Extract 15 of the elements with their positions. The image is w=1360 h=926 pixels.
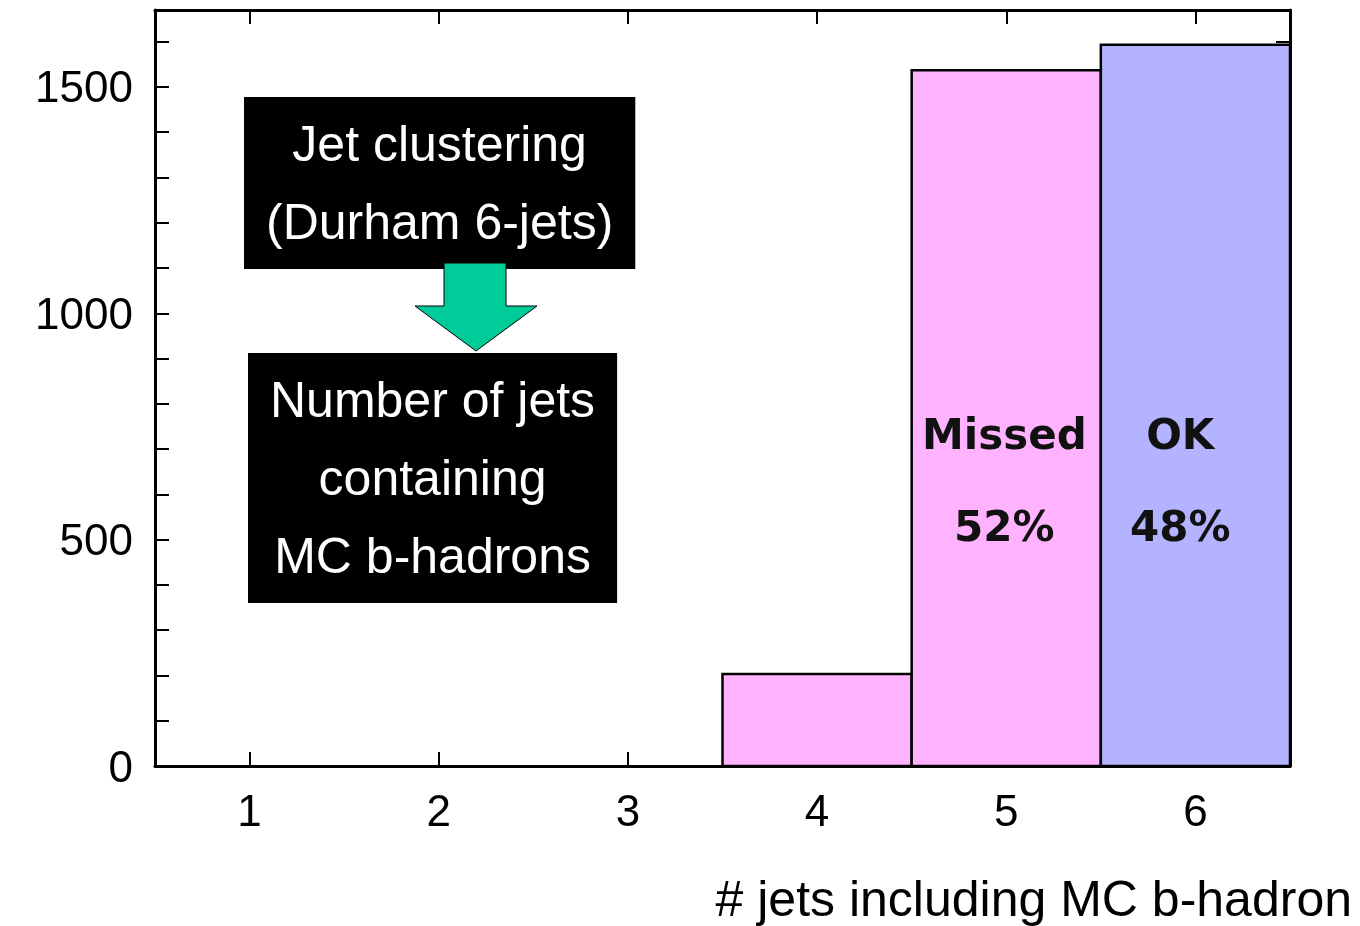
annotation: Number of jets containing MC b-hadrons bbox=[270, 372, 596, 584]
x-tick-label: 6 bbox=[1183, 785, 1208, 835]
y-tick-label: 1000 bbox=[35, 288, 133, 338]
annotation: Jet clustering (Durham 6-jets) bbox=[266, 116, 614, 250]
x-tick-label: 2 bbox=[426, 785, 451, 835]
x-axis-title: # jets including MC b-hadron bbox=[715, 871, 1352, 926]
y-tick-label: 1500 bbox=[35, 62, 133, 112]
annotation: Missed 52% bbox=[921, 409, 1087, 551]
y-tick-label: 500 bbox=[59, 515, 133, 565]
x-tick-label: 3 bbox=[615, 785, 641, 835]
x-tick-label: 4 bbox=[804, 785, 830, 835]
x-tick-label: 1 bbox=[237, 785, 262, 835]
annotation: OK 48% bbox=[1130, 409, 1231, 551]
x-tick-label: 5 bbox=[994, 785, 1019, 835]
y-tick-label: 0 bbox=[108, 741, 133, 791]
